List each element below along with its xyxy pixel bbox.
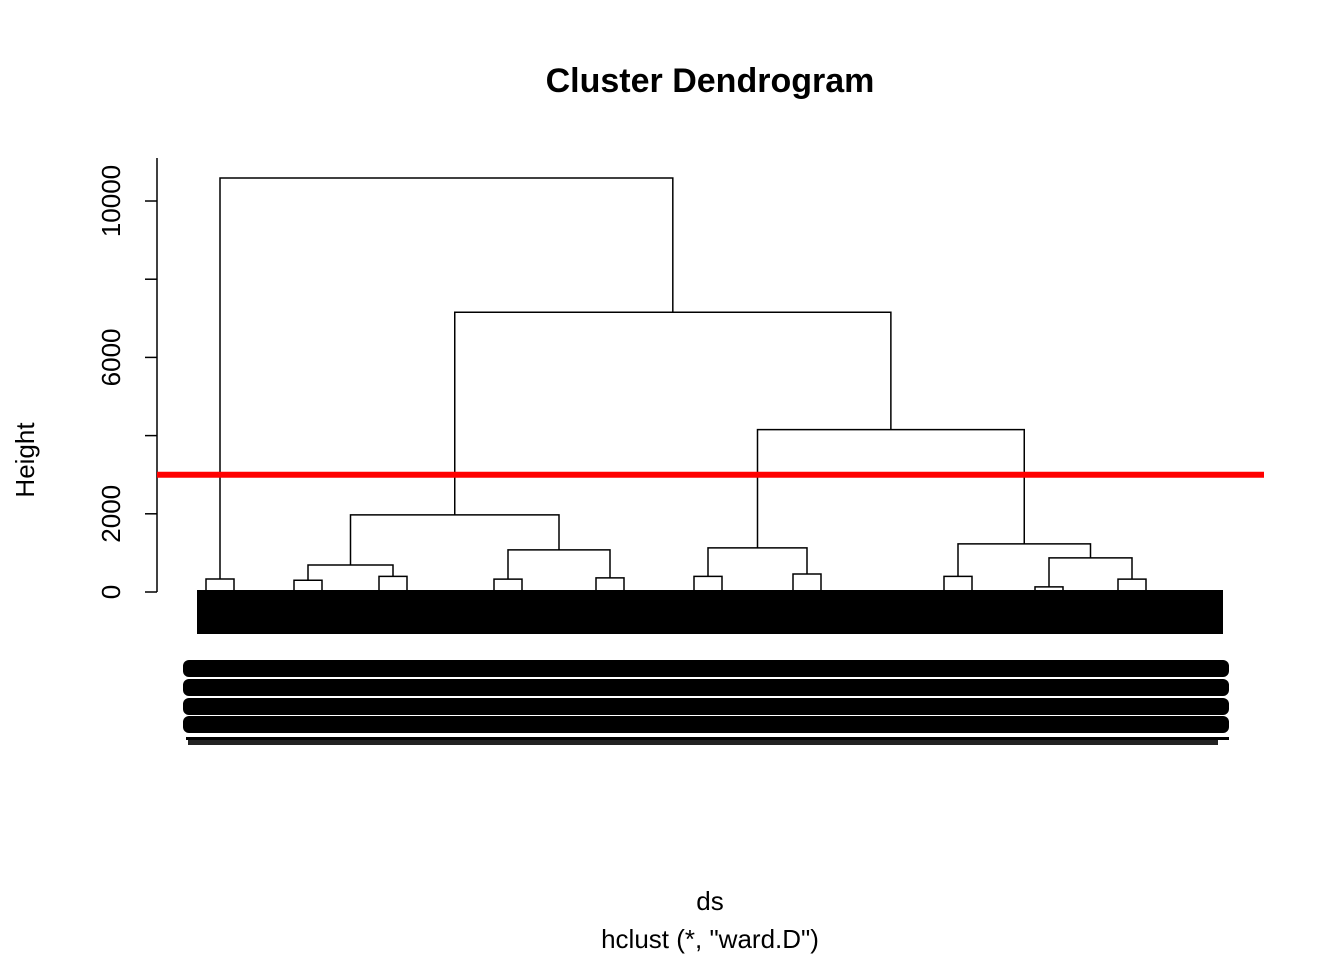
leaf-label-row (188, 740, 1218, 745)
merge (349, 514, 560, 565)
leaf-label-row (183, 679, 1229, 696)
y-tick-label: 10000 (96, 165, 126, 237)
leaf-mass (197, 590, 1223, 634)
merge (707, 547, 808, 577)
merge (957, 543, 1092, 577)
subtitle: hclust (*, "ward.D") (601, 924, 819, 954)
y-tick-label: 2000 (96, 485, 126, 543)
leaf-cluster (595, 577, 625, 592)
leaf-label-row (183, 698, 1229, 715)
leaf-labels (183, 590, 1229, 745)
y-tick-label: 0 (96, 585, 126, 599)
y-axis-label: Height (10, 422, 40, 498)
leaf-label-row (186, 737, 1229, 740)
leaf-cluster (943, 575, 973, 592)
merge (756, 428, 1025, 548)
leaf-label-row (183, 716, 1229, 733)
chart-title: Cluster Dendrogram (546, 62, 875, 100)
x-axis-label: ds (696, 886, 723, 916)
merge (454, 311, 892, 515)
merge (1048, 557, 1133, 587)
leaf-cluster (693, 575, 723, 592)
merge (307, 564, 394, 581)
y-tick-label: 6000 (96, 328, 126, 386)
merge (219, 177, 674, 579)
leaf-cluster (378, 575, 408, 592)
leaf-label-row (183, 660, 1229, 677)
merge (507, 549, 611, 580)
leaf-cluster (792, 573, 822, 592)
